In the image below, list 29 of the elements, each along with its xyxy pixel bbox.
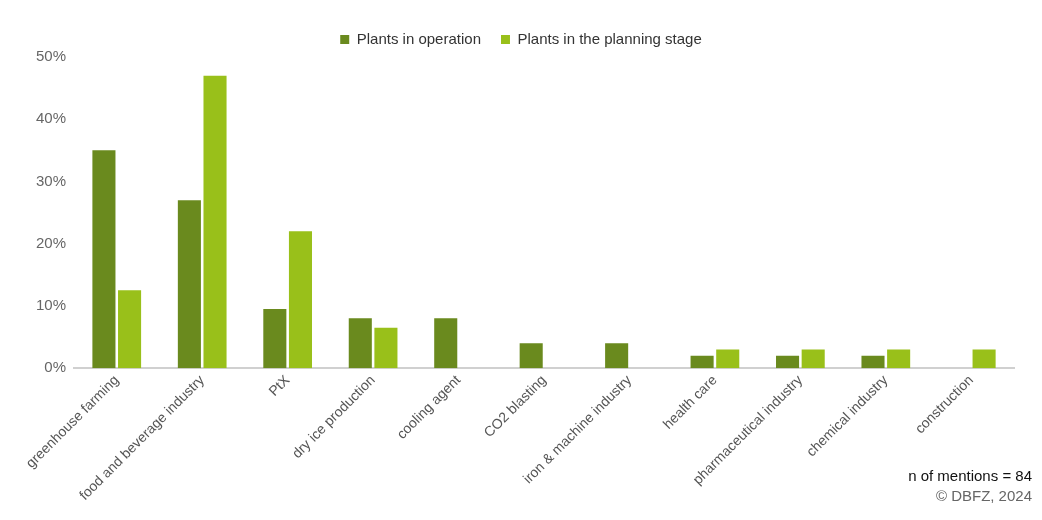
legend-label: Plants in operation: [356, 29, 481, 47]
bar: [519, 343, 543, 369]
bar: [887, 349, 911, 369]
bar: [801, 349, 825, 369]
bar: [92, 150, 116, 369]
y-tick-label: 0%: [44, 358, 67, 376]
legend-label: Plants in the planning stage: [517, 29, 702, 47]
y-tick-label: 50%: [35, 47, 67, 65]
bar: [177, 200, 201, 369]
bar: [690, 355, 714, 369]
bar: [605, 343, 629, 369]
bar: [972, 349, 996, 369]
bar: [861, 355, 885, 369]
bar: [118, 290, 142, 369]
bar: [203, 75, 227, 369]
y-tick-label: 10%: [35, 296, 67, 314]
bar: [434, 318, 458, 369]
bar: [716, 349, 740, 369]
y-tick-label: 30%: [35, 171, 67, 189]
bar: [374, 327, 398, 369]
text: n of mentions = 84: [908, 466, 1032, 484]
bar: [776, 355, 800, 369]
bar: [263, 309, 287, 369]
bar: [348, 318, 372, 369]
y-tick-label: 20%: [35, 233, 67, 251]
y-tick-label: 40%: [35, 109, 67, 127]
text: © DBFZ, 2024: [935, 486, 1032, 504]
bar: [288, 231, 313, 369]
x-tick-label: PtX: [265, 371, 293, 399]
